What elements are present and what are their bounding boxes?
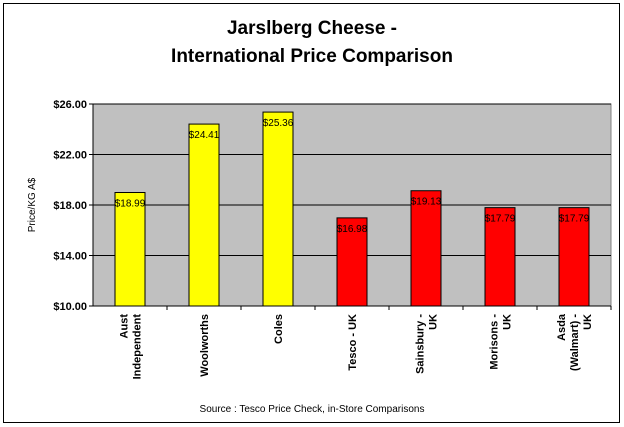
x-tick-label-line: Sainsbury - [415, 314, 427, 374]
data-label: $17.79 [559, 214, 590, 225]
x-tick-label: Tesco - UK [347, 314, 359, 371]
x-tick-label-line: Asda [556, 313, 568, 341]
y-tick-label: $14.00 [53, 251, 87, 263]
x-tick-label: Woolworths [199, 314, 211, 377]
data-label: $17.79 [485, 214, 516, 225]
bar [410, 190, 442, 307]
x-tick-label: Morisons - UK [489, 314, 514, 370]
bar [336, 217, 368, 307]
bar [188, 123, 220, 307]
chart-title-line-1: Jarslberg Cheese - [226, 18, 398, 39]
data-label: $24.41 [189, 130, 220, 141]
x-tick-label-line: Woolworths [199, 314, 211, 377]
x-tick-label: Asda (Walmart) - UK [556, 313, 594, 371]
x-tick-label-line: (Walmart) - [569, 314, 581, 371]
x-tick-label-line: Tesco - UK [347, 314, 359, 371]
bar [114, 192, 146, 307]
y-tick-label: $22.00 [53, 150, 87, 162]
data-label: $19.13 [411, 197, 442, 208]
y-tick-label: $26.00 [53, 99, 87, 111]
bar [558, 207, 590, 307]
x-tick-label: Aust Independent [119, 314, 144, 380]
data-label: $18.99 [115, 199, 146, 210]
bar [484, 207, 516, 307]
x-tick-label-line: UK [502, 314, 514, 330]
bar [262, 111, 294, 307]
x-tick-label-line: Aust [119, 314, 131, 339]
x-tick-label: Coles [273, 314, 285, 344]
chart-title-line-2: International Price Comparison [171, 46, 453, 67]
x-tick-label-line: UK [428, 314, 440, 330]
y-tick-label: $18.00 [53, 200, 87, 212]
x-tick-label-line: Morisons - [489, 314, 501, 370]
x-tick-label-line: UK [582, 314, 594, 330]
y-axis-label: Price/KG A$ [27, 177, 38, 232]
y-tick-label: $10.00 [53, 301, 87, 313]
x-tick-label: Sainsbury - UK [415, 314, 440, 374]
x-tick-label-line: Coles [273, 314, 285, 344]
data-label: $16.98 [337, 224, 368, 235]
x-tick-label-line: Independent [132, 314, 144, 380]
source-note: Source : Tesco Price Check, in-Store Com… [199, 404, 425, 415]
data-label: $25.36 [263, 118, 294, 129]
